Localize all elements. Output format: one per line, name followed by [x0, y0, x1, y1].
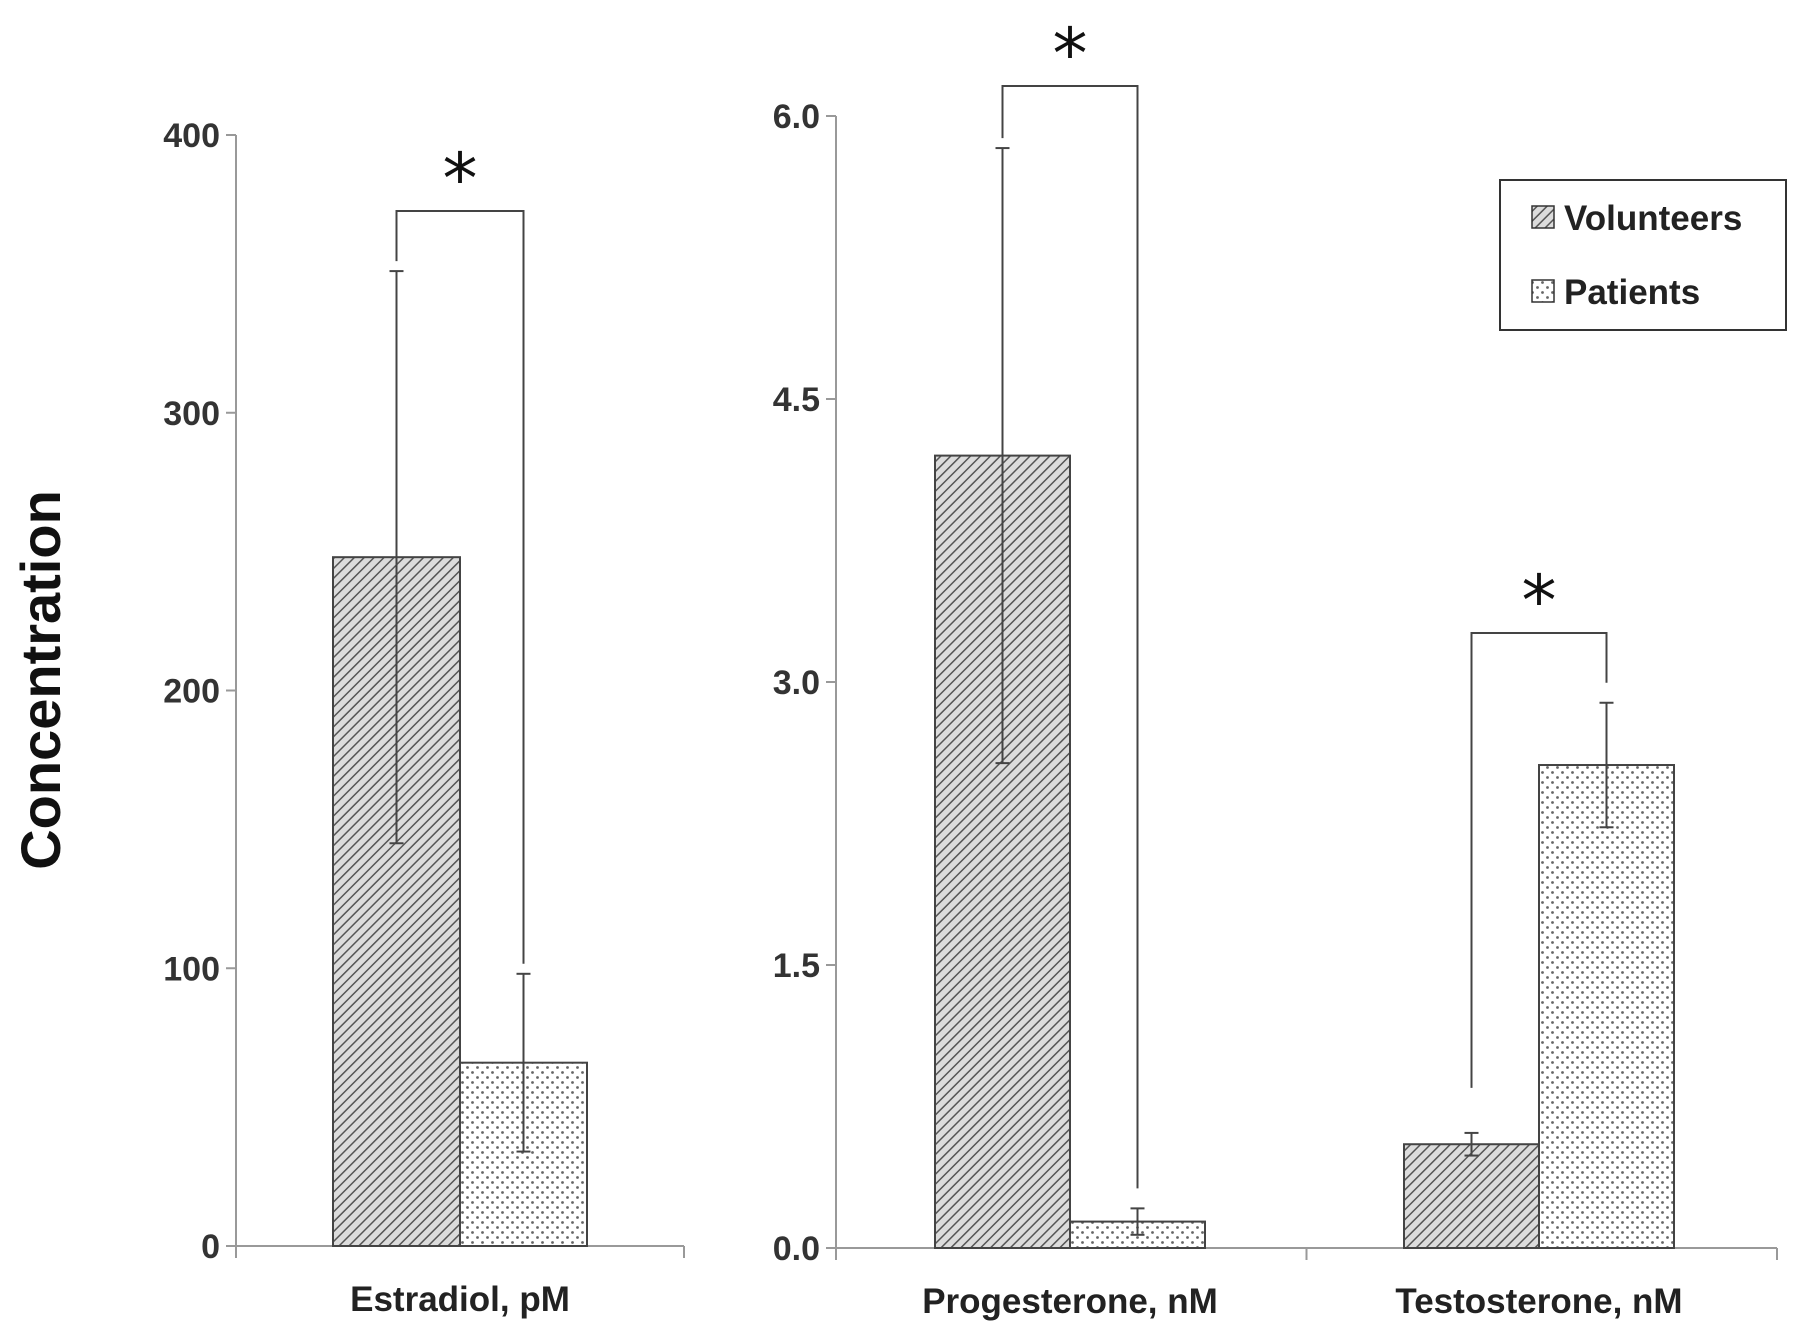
- significance-bracket: [1001, 85, 1139, 1189]
- legend-label-patients: Patients: [1564, 273, 1700, 312]
- y-tick-label: 300: [163, 395, 220, 433]
- legend: Volunteers Patients: [1499, 179, 1787, 331]
- significance-bracket: [395, 210, 525, 964]
- significance-star: *: [443, 138, 478, 220]
- significance-bracket: [1470, 632, 1608, 1088]
- legend-label-volunteers: Volunteers: [1564, 199, 1742, 238]
- legend-swatch-volunteers: [1531, 205, 1555, 229]
- y-axis-label: Concentration: [9, 490, 72, 870]
- x-category-label: Progesterone, nM: [922, 1282, 1218, 1321]
- x-category-label: Estradiol, pM: [350, 1280, 570, 1319]
- y-tick-label: 3.0: [773, 664, 820, 702]
- y-tick-label: 6.0: [773, 98, 820, 136]
- significance-star: *: [1522, 560, 1557, 642]
- progesterone-testosterone-panel: 0.0 1.5 3.0 4.5 6.0 Progesterone, nM * Testoste…: [773, 13, 1778, 1321]
- y-tick-label: 100: [163, 950, 220, 988]
- legend-swatch-patients: [1531, 279, 1555, 303]
- y-tick-label: 400: [163, 117, 220, 155]
- y-tick-label: 1.5: [773, 947, 820, 985]
- y-tick-label: 4.5: [773, 381, 820, 419]
- legend-box: [1499, 179, 1787, 331]
- significance-star: *: [1053, 13, 1088, 95]
- y-tick-label: 0.0: [773, 1230, 820, 1268]
- bar-patients: [1538, 764, 1675, 1249]
- estradiol-panel: 0 100 200 300 400 Estradiol, pM *: [163, 117, 685, 1319]
- bar-volunteers: [1403, 1143, 1540, 1249]
- y-tick-label: 0: [201, 1228, 220, 1266]
- x-category-label: Testosterone, nM: [1395, 1282, 1682, 1321]
- y-tick-label: 200: [163, 673, 220, 711]
